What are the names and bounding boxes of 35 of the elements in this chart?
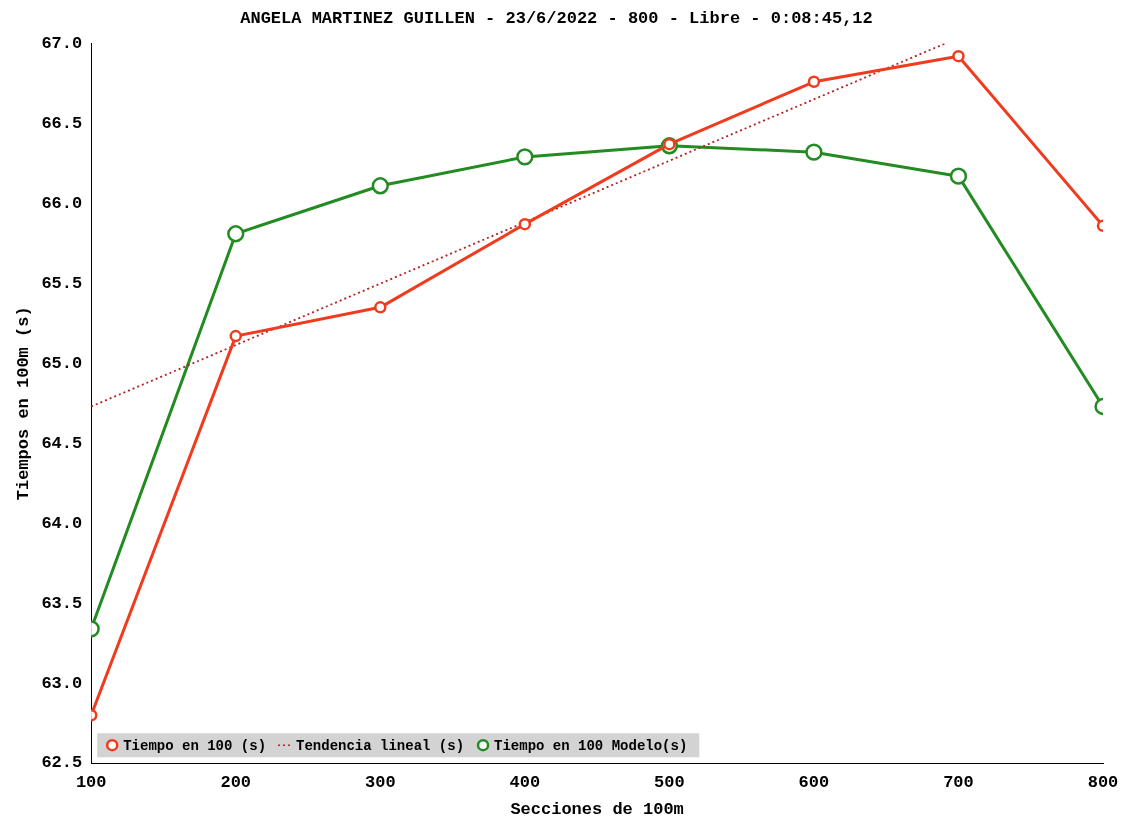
point bbox=[805, 143, 823, 161]
y-tick-label: 63.0 bbox=[41, 673, 83, 693]
legend-label: Tiempo en 100 (s) bbox=[123, 737, 267, 754]
chart-title: ANGELA MARTINEZ GUILLEN - 23/6/2022 - 800 - Libre - 0:08:45,12 bbox=[240, 9, 873, 29]
x-tick-label: 800 bbox=[1087, 772, 1119, 792]
point bbox=[949, 167, 968, 185]
point bbox=[807, 75, 821, 89]
y-tick-label: 67.0 bbox=[41, 33, 83, 53]
y-tick-label: 64.5 bbox=[41, 433, 83, 453]
y-tick-label: 65.5 bbox=[41, 273, 83, 293]
point bbox=[371, 177, 389, 195]
point bbox=[516, 148, 534, 166]
point bbox=[663, 137, 676, 151]
legend-label: Tiempo en 100 Modelo(s) bbox=[494, 737, 688, 754]
x-tick-label: 500 bbox=[654, 772, 685, 792]
point bbox=[374, 301, 387, 314]
point bbox=[229, 329, 242, 343]
x-tick-label: 600 bbox=[798, 772, 830, 792]
x-tick-label: 400 bbox=[509, 772, 541, 792]
point bbox=[227, 225, 245, 243]
y-tick-label: 62.5 bbox=[41, 753, 83, 773]
y-tick-label: 64.0 bbox=[41, 513, 83, 533]
y-tick-label: 66.0 bbox=[41, 193, 83, 213]
legend-label: Tendencia lineal (s) bbox=[296, 737, 465, 754]
x-axis-title: Secciones de 100m bbox=[510, 800, 684, 820]
x-tick-label: 700 bbox=[943, 772, 974, 792]
x-tick-label: 300 bbox=[364, 772, 396, 792]
point bbox=[518, 217, 532, 231]
x-tick-label: 200 bbox=[220, 772, 252, 792]
y-tick-label: 66.5 bbox=[41, 113, 83, 133]
y-tick-label: 63.5 bbox=[41, 593, 83, 613]
x-tick-label: 100 bbox=[75, 772, 107, 792]
y-tick-label: 65.0 bbox=[41, 353, 83, 373]
y-axis-title: Tiempos en 100m (s) bbox=[14, 306, 34, 501]
point bbox=[952, 49, 965, 63]
